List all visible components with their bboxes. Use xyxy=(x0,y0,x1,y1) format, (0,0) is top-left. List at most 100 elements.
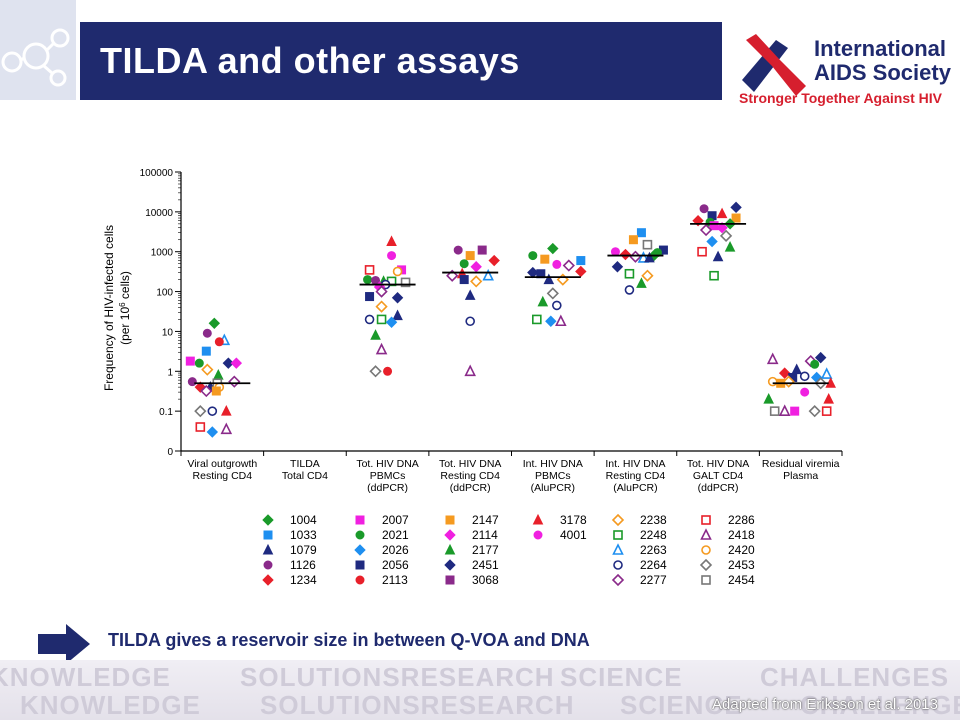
legend-marker xyxy=(445,575,455,585)
data-point xyxy=(575,265,587,278)
data-point xyxy=(644,251,655,263)
x-tick-label: Resting CD4 xyxy=(440,470,500,482)
y-tick-label: 100000 xyxy=(140,168,174,179)
data-point xyxy=(699,223,713,237)
x-tick-label: (ddPCR) xyxy=(450,482,491,494)
footer-watermark: KNOWLEDGE SOLUTIONSRESEARCH SCIENCE CHAL… xyxy=(0,660,960,720)
legend-marker xyxy=(533,530,543,540)
data-point xyxy=(477,245,487,255)
logo-text-line1: International xyxy=(814,36,947,61)
watermark-word: SCIENCE xyxy=(560,662,683,692)
x-tick-label: Viral outgrowth xyxy=(187,458,257,470)
legend-marker xyxy=(355,575,365,585)
data-point xyxy=(709,221,719,231)
data-point xyxy=(546,287,559,300)
legend-label: 3178 xyxy=(560,513,587,527)
data-point xyxy=(228,375,241,388)
watermark-word: KNOWLEDGE xyxy=(0,662,171,692)
y-tick-label: 1000 xyxy=(151,248,174,259)
y-tick-label: 1 xyxy=(167,367,173,378)
legend-marker xyxy=(263,530,273,540)
legend-label: 2147 xyxy=(472,513,499,527)
data-point xyxy=(453,245,463,255)
molecule-graphic xyxy=(1,28,70,87)
data-point xyxy=(697,246,707,257)
arrow-right-icon xyxy=(38,624,90,664)
data-point xyxy=(624,268,635,279)
data-point xyxy=(194,358,204,368)
x-tick-label: Residual viremia xyxy=(762,458,840,470)
legend-label: 1126 xyxy=(290,558,316,572)
data-point xyxy=(213,369,224,380)
y-axis-label-line2: (per 106 cells) xyxy=(118,271,133,345)
median-lines xyxy=(194,222,829,385)
data-point xyxy=(547,242,559,255)
data-point xyxy=(392,266,403,277)
data-point xyxy=(459,259,469,269)
data-point xyxy=(791,363,802,375)
data-point xyxy=(823,393,834,404)
data-point xyxy=(731,213,741,223)
x-tick-label: Tot. HIV DNA xyxy=(439,458,501,470)
y-axis-label-part1: (per 10 xyxy=(118,307,132,345)
data-point xyxy=(709,270,719,281)
legend-label: 2264 xyxy=(640,558,667,572)
logo-ribbon-red xyxy=(746,34,806,96)
legend-marker xyxy=(355,560,365,570)
legend-label: 4001 xyxy=(560,528,587,542)
callout-text: TILDA gives a reservoir size in between … xyxy=(108,630,590,650)
header-decoration xyxy=(0,0,76,100)
data-point xyxy=(730,201,742,214)
data-point xyxy=(464,364,476,377)
data-point xyxy=(543,273,555,285)
data-point xyxy=(365,292,375,302)
data-point xyxy=(712,250,724,262)
x-tick-label: TILDA xyxy=(290,458,320,470)
data-point xyxy=(221,405,232,416)
y-axis-label-sup: 6 xyxy=(118,302,127,307)
legend-label: 2007 xyxy=(382,513,409,527)
data-point xyxy=(556,273,569,286)
data-point xyxy=(214,337,224,347)
data-point xyxy=(383,366,393,376)
data-point xyxy=(400,277,411,288)
data-points xyxy=(185,201,836,438)
legend-label: 2114 xyxy=(472,528,498,542)
legend-label: 2248 xyxy=(640,528,667,542)
legend-marker xyxy=(611,513,625,527)
data-point xyxy=(464,289,476,300)
data-point xyxy=(545,315,557,327)
watermark-word: CHALLENGES xyxy=(760,662,950,692)
legend-label: 3068 xyxy=(472,573,499,587)
y-axis-label-part2: cells) xyxy=(118,271,132,302)
x-tick-label: (AluPCR) xyxy=(613,482,657,494)
legend-marker xyxy=(612,543,624,555)
data-point xyxy=(611,261,624,273)
legend-marker xyxy=(444,529,456,541)
data-point xyxy=(375,342,388,355)
data-point xyxy=(576,256,586,266)
x-tick-label: GALT CD4 xyxy=(693,470,744,482)
x-tick-label: (ddPCR) xyxy=(367,482,408,494)
scatter-chart: Frequency of HIV-infected cells (per 106… xyxy=(102,168,843,587)
data-point xyxy=(624,285,635,295)
data-point xyxy=(767,376,778,387)
x-tick-label: PBMCs xyxy=(370,470,406,482)
data-point xyxy=(208,317,221,330)
data-point xyxy=(386,235,397,247)
data-point xyxy=(810,359,820,369)
legend-marker xyxy=(701,575,711,585)
data-point xyxy=(814,351,827,364)
data-point xyxy=(482,268,494,281)
data-point xyxy=(387,251,397,261)
logo-ribbon-blue xyxy=(742,40,788,92)
y-tick-label: 10 xyxy=(162,327,174,338)
data-point xyxy=(636,277,647,288)
slide-title: TILDA and other assays xyxy=(100,40,520,81)
data-point xyxy=(194,381,207,393)
legend-marker xyxy=(262,574,274,586)
legend-marker xyxy=(613,560,623,570)
data-point xyxy=(719,229,733,242)
